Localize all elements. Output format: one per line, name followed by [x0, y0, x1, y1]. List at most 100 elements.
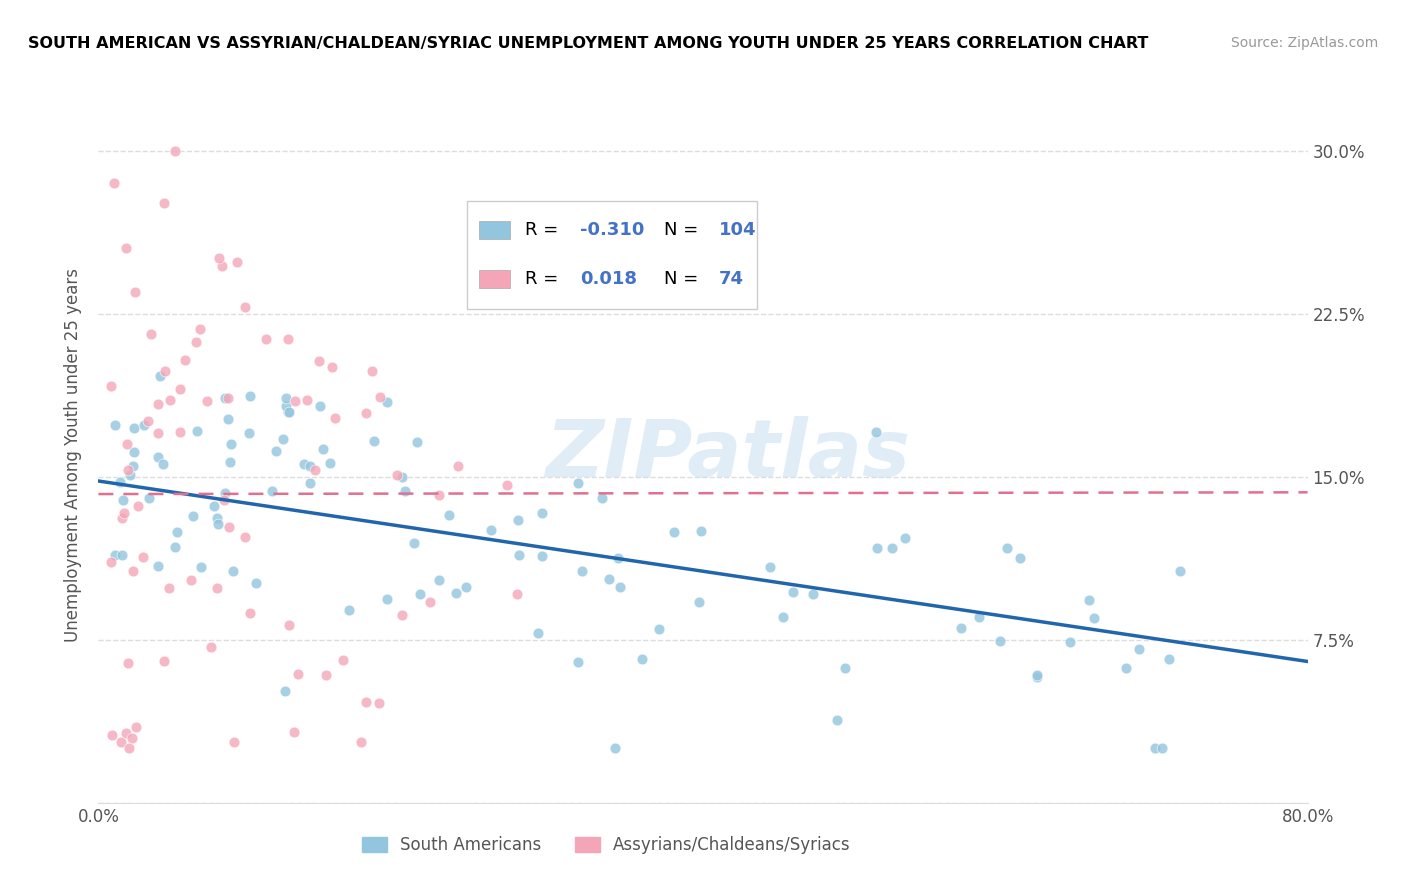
Point [124, 285, 146, 299]
Point [114, 241, 136, 255]
Point [152, 654, 174, 668]
Text: 104: 104 [718, 221, 756, 239]
Point [531, 549, 554, 564]
Point [1059, 635, 1081, 649]
Point [406, 434, 429, 449]
Point [118, 741, 141, 756]
Point [1157, 652, 1180, 666]
Point [104, 418, 127, 433]
Point [606, 551, 628, 566]
Point [1128, 642, 1150, 657]
Point [323, 410, 346, 425]
Point [271, 432, 294, 446]
Point [949, 621, 972, 635]
Point [222, 564, 245, 578]
Point [186, 424, 208, 438]
Point [1026, 670, 1049, 684]
Point [758, 559, 780, 574]
Text: SOUTH AMERICAN VS ASSYRIAN/CHALDEAN/SYRIAC UNEMPLOYMENT AMONG YOUTH UNDER 25 YEA: SOUTH AMERICAN VS ASSYRIAN/CHALDEAN/SYRI… [28, 36, 1149, 51]
Point [391, 608, 413, 623]
Point [312, 442, 335, 457]
Point [332, 653, 354, 667]
Point [277, 405, 299, 419]
Point [238, 606, 260, 620]
Point [354, 695, 377, 709]
Point [224, 735, 246, 749]
Point [825, 713, 848, 727]
Point [104, 548, 127, 562]
Point [165, 144, 187, 158]
Point [148, 558, 170, 573]
Point [103, 176, 125, 190]
Point [360, 364, 382, 378]
Point [321, 360, 343, 375]
Point [495, 478, 517, 492]
Point [368, 390, 391, 404]
Point [276, 391, 298, 405]
Point [385, 468, 408, 483]
Point [254, 332, 277, 346]
Point [111, 549, 134, 563]
Point [149, 368, 172, 383]
Text: ZIPatlas: ZIPatlas [544, 416, 910, 494]
Point [277, 404, 299, 418]
Point [100, 555, 122, 569]
Bar [479, 221, 509, 239]
Point [117, 657, 139, 671]
Point [772, 610, 794, 624]
Text: -0.310: -0.310 [579, 221, 644, 239]
Point [283, 725, 305, 739]
Point [277, 618, 299, 632]
Point [394, 484, 416, 499]
Point [1083, 611, 1105, 625]
Point [153, 195, 176, 210]
Point [304, 463, 326, 477]
Point [117, 437, 139, 451]
Point [200, 640, 222, 655]
Point [527, 626, 550, 640]
Point [603, 741, 626, 756]
Point [277, 332, 299, 346]
Point [1168, 565, 1191, 579]
Point [308, 353, 330, 368]
Point [108, 475, 131, 489]
Point [1026, 668, 1049, 682]
Point [273, 683, 295, 698]
Point [148, 397, 170, 411]
Point [437, 508, 460, 522]
Point [112, 493, 135, 508]
Point [186, 334, 208, 349]
Point [367, 696, 389, 710]
Point [217, 412, 239, 426]
Point [132, 418, 155, 433]
Point [967, 609, 990, 624]
Point [505, 587, 527, 601]
Point [690, 524, 713, 538]
Point [100, 378, 122, 392]
Point [419, 595, 441, 609]
Point [299, 475, 322, 490]
Point [447, 458, 470, 473]
Point [122, 421, 145, 435]
Text: R =: R = [526, 221, 564, 239]
Point [153, 364, 176, 378]
Point [183, 508, 205, 523]
Text: N =: N = [664, 221, 704, 239]
Text: 74: 74 [718, 270, 744, 288]
Point [205, 581, 228, 595]
Point [350, 735, 373, 749]
Point [295, 393, 318, 408]
Point [125, 720, 148, 734]
Point [865, 425, 887, 440]
Point [801, 587, 824, 601]
Point [159, 392, 181, 407]
Point [148, 450, 170, 464]
Point [631, 652, 654, 666]
Point [238, 425, 260, 440]
Point [567, 655, 589, 669]
Text: 0.018: 0.018 [579, 270, 637, 288]
Point [152, 457, 174, 471]
Point [207, 516, 229, 531]
Point [408, 586, 430, 600]
Point [363, 434, 385, 449]
